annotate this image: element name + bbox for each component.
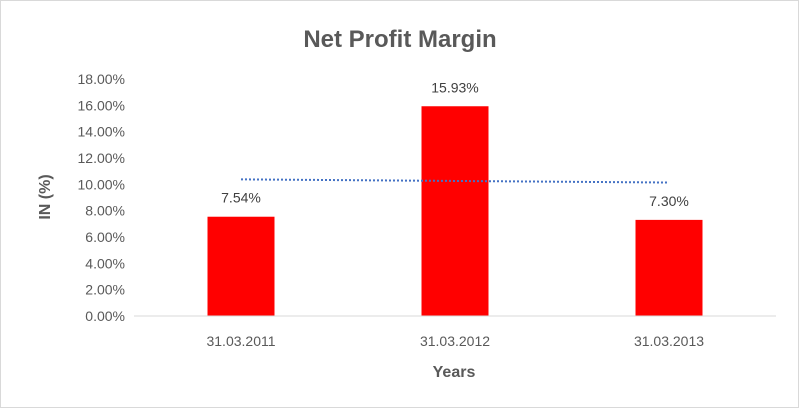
chart-title: Net Profit Margin	[303, 26, 496, 53]
bar-31.03.2011	[207, 216, 275, 316]
y-tick-label: 12.00%	[78, 150, 125, 166]
y-tick-label: 0.00%	[85, 308, 125, 324]
x-tick-label: 31.03.2011	[206, 333, 275, 349]
trendline	[240, 178, 670, 184]
x-axis-label: Years	[433, 364, 476, 381]
y-tick-label: 6.00%	[85, 229, 125, 245]
data-label: 7.54%	[221, 190, 261, 206]
y-tick-label: 18.00%	[78, 71, 125, 87]
x-tick-label: 31.03.2013	[634, 333, 704, 349]
y-tick-label: 14.00%	[78, 124, 125, 140]
data-label: 7.30%	[649, 193, 689, 209]
y-tick-label: 10.00%	[78, 176, 125, 192]
data-label: 15.93%	[431, 79, 478, 95]
x-tick-label: 31.03.2012	[420, 333, 490, 349]
y-tick-label: 2.00%	[85, 282, 125, 298]
y-axis-label: IN (%)	[37, 174, 54, 219]
y-tick-label: 4.00%	[85, 255, 125, 271]
bar-31.03.2012	[421, 106, 489, 316]
y-tick-label: 16.00%	[78, 97, 125, 113]
bar-31.03.2013	[635, 219, 703, 316]
y-tick-label: 8.00%	[85, 203, 125, 219]
